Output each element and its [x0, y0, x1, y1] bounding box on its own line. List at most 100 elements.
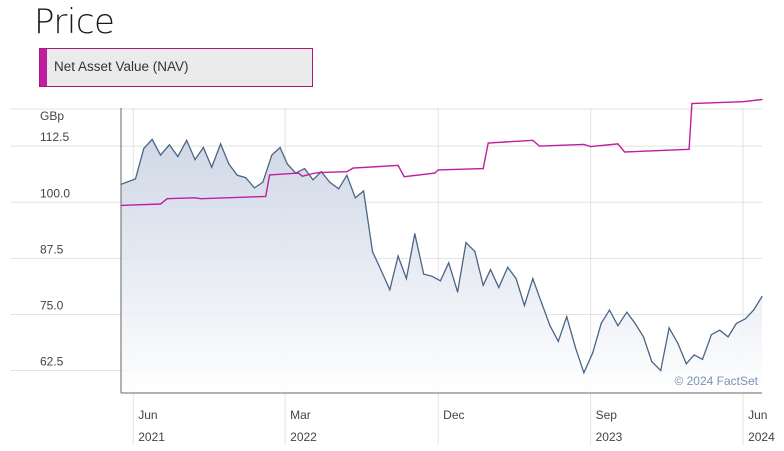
price-point	[134, 178, 137, 180]
price-point	[286, 163, 288, 165]
price-point	[474, 251, 476, 253]
nav-point	[200, 198, 202, 200]
price-point	[600, 322, 602, 325]
price-point	[532, 277, 534, 280]
y-tick-label: 100.0	[40, 186, 70, 200]
price-point	[489, 268, 492, 271]
price-point	[312, 179, 314, 181]
nav-point	[297, 172, 300, 174]
price-point	[236, 174, 238, 176]
x-tick-year-label: 2023	[596, 430, 623, 444]
price-point	[744, 318, 746, 320]
price-point	[642, 336, 645, 338]
y-axis-label: GBp	[40, 109, 64, 123]
price-point	[177, 155, 179, 158]
price-point	[159, 154, 162, 156]
price-point	[753, 309, 755, 311]
nav-point	[487, 142, 489, 144]
price-point	[608, 309, 611, 311]
x-tick-year-label: 2022	[290, 430, 317, 444]
y-axis: 62.5 75.0 87.5 100.0 112.5 GBp	[40, 109, 70, 369]
price-point	[710, 334, 712, 336]
nav-point	[532, 139, 534, 141]
nav-point	[268, 174, 271, 176]
x-tick-label: Jun	[138, 408, 157, 422]
x-tick-year-label: 2024	[748, 430, 775, 444]
nav-points	[120, 98, 763, 206]
price-point	[194, 159, 196, 161]
nav-point	[617, 143, 619, 145]
price-point	[693, 354, 695, 356]
nav-point	[482, 167, 484, 170]
price-point	[583, 372, 585, 374]
price-point	[668, 327, 670, 329]
series-line-price	[120, 138, 763, 375]
legend-nav-label: Net Asset Value (NAV)	[54, 59, 189, 74]
price-points	[120, 138, 763, 374]
price-point	[439, 280, 441, 282]
price-point	[549, 325, 551, 327]
price-point	[228, 163, 230, 165]
x-tick-label: Jun	[748, 408, 767, 422]
price-point	[541, 302, 543, 304]
nav-point	[352, 167, 354, 169]
nav-point	[688, 148, 690, 150]
nav-point	[194, 197, 196, 199]
price-point	[523, 304, 526, 307]
price-point	[363, 190, 365, 192]
price-point	[414, 233, 416, 235]
price-point	[423, 273, 425, 275]
price-point	[617, 325, 619, 327]
price-point	[634, 322, 636, 325]
legend-nav-swatch	[40, 49, 47, 86]
nav-point	[761, 98, 763, 101]
price-point	[253, 187, 256, 189]
legend-nav[interactable]: Net Asset Value (NAV)	[39, 48, 313, 87]
price-point	[626, 311, 628, 313]
price-point	[677, 343, 679, 345]
price-point	[120, 183, 122, 185]
nav-point	[397, 164, 399, 167]
price-point	[271, 154, 273, 156]
nav-point	[312, 172, 314, 175]
price-point	[168, 144, 171, 146]
price-point	[660, 369, 662, 372]
price-area	[121, 139, 762, 393]
nav-point	[434, 172, 436, 174]
price-point	[457, 291, 459, 293]
price-point	[389, 289, 391, 291]
price-point	[245, 176, 247, 179]
price-point	[761, 295, 763, 298]
x-tick-label: Dec	[443, 408, 464, 422]
price-point	[151, 138, 153, 141]
nav-point	[538, 145, 541, 147]
price-point	[279, 146, 281, 149]
price-point	[448, 262, 450, 264]
price-point	[262, 181, 264, 183]
price-point	[592, 352, 594, 354]
price-point	[304, 167, 306, 170]
x-tick-label: Mar	[290, 408, 311, 422]
nav-point	[166, 198, 168, 200]
price-point	[431, 275, 433, 277]
price-point	[380, 268, 382, 271]
y-tick-label: 87.5	[40, 242, 64, 256]
nav-point	[120, 204, 122, 206]
price-point	[566, 316, 568, 318]
nav-point	[623, 151, 626, 153]
price-point	[465, 242, 467, 244]
price-point	[186, 139, 188, 141]
price-point	[371, 251, 374, 253]
price-point	[515, 277, 517, 280]
nav-point	[301, 175, 303, 177]
price-point	[498, 286, 500, 289]
price-point	[405, 277, 408, 280]
price-point	[143, 147, 145, 149]
price-point	[719, 329, 721, 331]
x-axis: Jun 2021 Mar 2022 Dec Sep 2023 Jun 2024	[138, 408, 775, 444]
price-point	[397, 255, 399, 257]
y-tick-label: 75.0	[40, 298, 64, 312]
price-point	[202, 146, 204, 149]
nav-point	[265, 195, 267, 198]
